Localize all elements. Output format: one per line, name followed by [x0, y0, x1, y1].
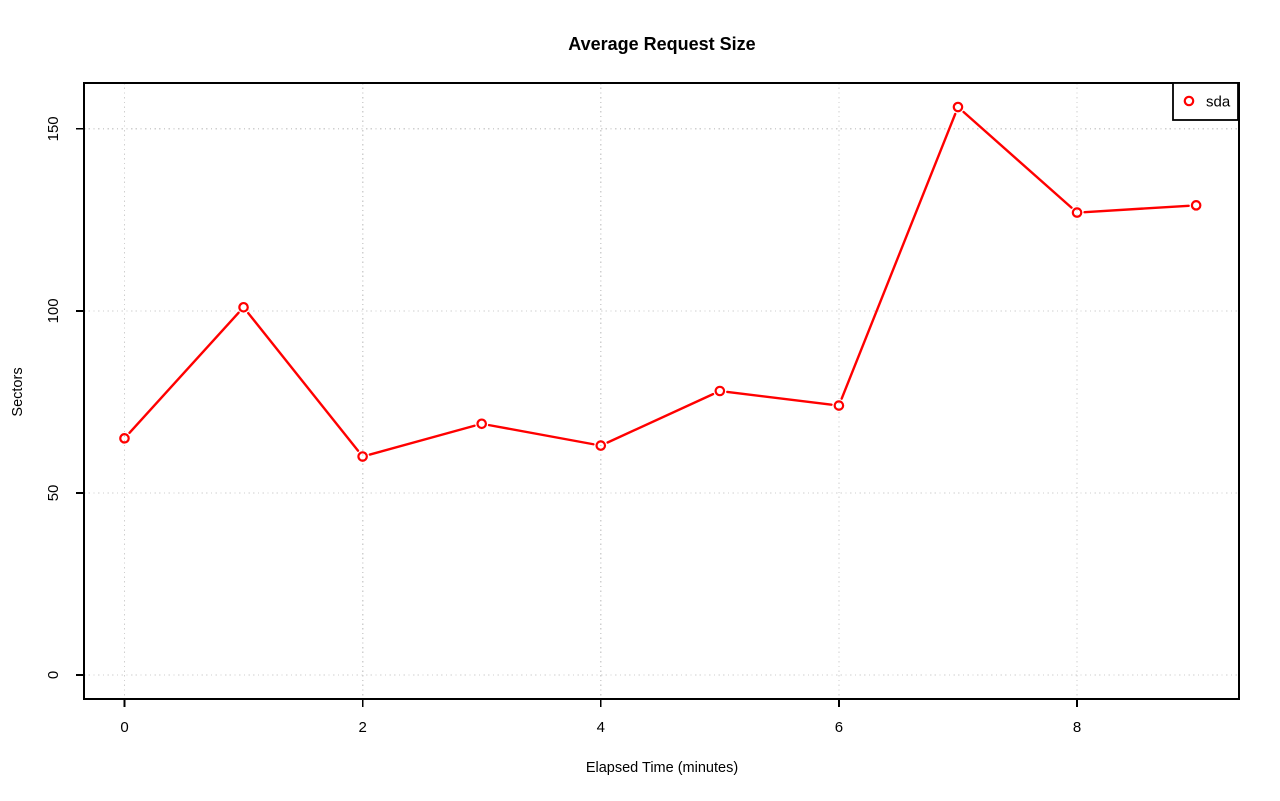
series-line-segment — [726, 390, 833, 406]
data-point-marker — [595, 440, 607, 451]
grid-layer — [84, 83, 1239, 699]
x-tick-label: 0 — [120, 719, 128, 736]
data-point-marker — [714, 385, 726, 397]
series-line-segment — [1083, 204, 1190, 214]
data-point-marker — [476, 418, 488, 430]
axis-layer: 0 2 4 6 8 0 50 100 150 — [45, 82, 1240, 736]
data-point-marker — [119, 433, 130, 444]
y-axis-label: Sectors — [10, 367, 26, 416]
series-line-segment — [606, 392, 715, 444]
series-line-segment — [487, 423, 595, 446]
y-tick-label: 0 — [45, 671, 62, 679]
legend-label: sda — [1206, 94, 1231, 111]
x-tick-label: 6 — [835, 719, 843, 736]
x-axis-label: Elapsed Time (minutes) — [586, 760, 738, 776]
x-tick-label: 4 — [597, 719, 605, 736]
y-tick-label: 100 — [45, 298, 62, 323]
data-point-marker — [1190, 200, 1202, 211]
plot-border — [83, 82, 1240, 700]
y-tick-label: 150 — [45, 116, 62, 141]
data-point-marker — [357, 451, 368, 462]
series-line-segment — [247, 311, 360, 452]
x-tick-label: 8 — [1073, 719, 1081, 736]
legend: sda — [1172, 82, 1239, 121]
data-point-marker — [1071, 207, 1083, 218]
series-line-segment — [128, 311, 240, 434]
series-line-segment — [368, 424, 476, 456]
data-point-marker — [952, 101, 964, 113]
series-line-segment — [840, 112, 957, 400]
x-tick-label: 2 — [358, 719, 366, 736]
series-layer — [119, 101, 1202, 462]
y-tick-label: 50 — [45, 485, 62, 502]
data-point-marker — [833, 400, 845, 411]
chart-title: Average Request Size — [568, 34, 755, 54]
series-line-segment — [962, 110, 1073, 209]
data-point-marker — [238, 301, 249, 313]
legend-open-circle-icon — [1183, 95, 1195, 107]
